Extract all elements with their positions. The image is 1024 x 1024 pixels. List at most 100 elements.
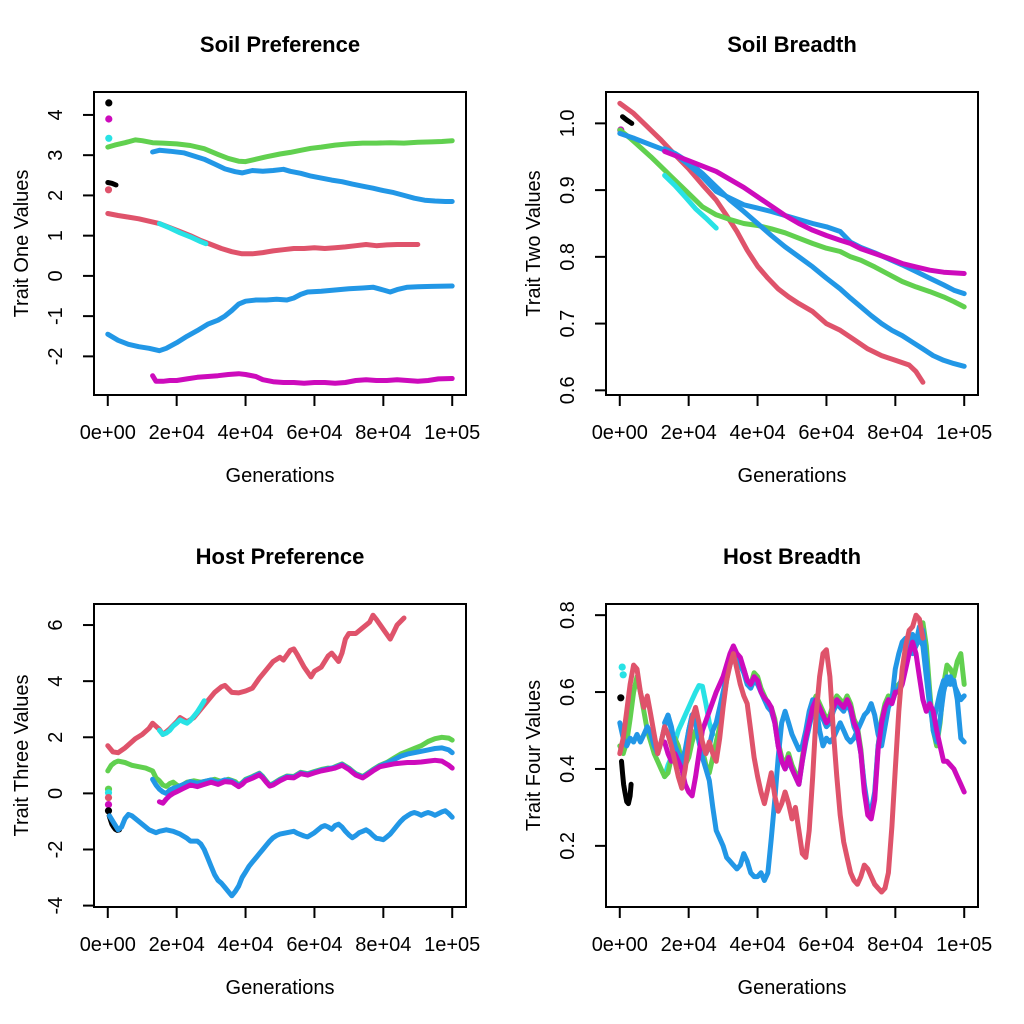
x-tick-label: 2e+04 <box>661 934 717 956</box>
y-tick-label: -2 <box>45 347 67 365</box>
plot-box <box>605 91 979 396</box>
y-tick-label: 0 <box>45 270 67 281</box>
chart-panel-host-preference: 0e+00 2e+04 4e+04 6e+04 8e+04 1e+05 -4 -2 0 2 4 6 Ho… <box>0 512 512 1024</box>
x-tick-label: 1e+05 <box>424 934 480 956</box>
x-tick-label: 4e+04 <box>729 934 785 956</box>
series-line-blue-upper-line <box>150 147 455 204</box>
x-tick-label: 0e+00 <box>80 422 136 444</box>
series-dot-cyan-start-dots <box>618 663 626 671</box>
y-axis-label: Trait Two Values <box>523 170 545 316</box>
series-line-cyan-segment <box>662 172 719 231</box>
series-line-magenta-line <box>150 371 455 386</box>
y-tick-label: 6 <box>45 619 67 630</box>
series-line-magenta-line <box>662 639 967 822</box>
x-tick-label: 8e+04 <box>355 422 411 444</box>
series-line-black-segment <box>619 758 634 807</box>
y-tick-label: 0.9 <box>557 176 579 204</box>
x-tick-label: 1e+05 <box>424 422 480 444</box>
x-tick-label: 8e+04 <box>867 422 923 444</box>
series-dot-black-start-dot <box>105 99 113 107</box>
series-line-magenta-line <box>662 148 967 276</box>
x-tick-label: 4e+04 <box>729 422 785 444</box>
x-tick-label: 2e+04 <box>661 422 717 444</box>
y-tick-label: -4 <box>45 897 67 915</box>
plot-soil-breadth: 0e+00 2e+04 4e+04 6e+04 8e+04 1e+05 0.6 0.7 0.8 0… <box>523 32 992 487</box>
x-tick-label: 6e+04 <box>798 422 854 444</box>
x-tick-label: 2e+04 <box>149 934 205 956</box>
series-line-green-line <box>105 137 455 165</box>
plot-host-preference: 0e+00 2e+04 4e+04 6e+04 8e+04 1e+05 -4 -2 0 2 4 6 Ho… <box>11 544 480 999</box>
series-line-blue-upper-line <box>617 130 967 297</box>
plot-title: Host Preference <box>196 544 365 569</box>
series-dot-magenta-start-dot <box>105 115 113 123</box>
plot-host-breadth: 0e+00 2e+04 4e+04 6e+04 8e+04 1e+05 0.2 0.4 0.6 0… <box>523 544 992 999</box>
x-axis-label: Generations <box>738 977 847 999</box>
series-dot-red-start-dot <box>104 794 113 802</box>
plot-title: Soil Preference <box>200 32 360 57</box>
x-tick-label: 6e+04 <box>286 934 342 956</box>
plot-title: Soil Breadth <box>727 32 857 57</box>
series-dot-cyan-start-dot <box>105 134 113 142</box>
x-tick-label: 1e+05 <box>936 934 992 956</box>
series-dot-black-start-dot <box>104 807 113 815</box>
series-line-cyan-segment <box>156 221 209 247</box>
plot-box <box>93 603 467 908</box>
series-line-green-line <box>617 127 967 310</box>
x-tick-label: 4e+04 <box>217 422 273 444</box>
series-line-blue-lower-line <box>105 283 455 354</box>
x-axis-label: Generations <box>226 465 335 487</box>
series-line-red-line <box>617 100 926 385</box>
y-tick-label: 0.7 <box>557 310 579 338</box>
series-line-black-segment <box>620 114 635 126</box>
x-tick-label: 0e+00 <box>80 934 136 956</box>
y-tick-label: 0.6 <box>557 678 579 706</box>
y-tick-label: 1 <box>45 230 67 241</box>
series-line-black-segment <box>105 180 119 188</box>
plot-title: Host Breadth <box>723 544 861 569</box>
series-line-blue-lower-line <box>107 808 455 899</box>
y-axis-label: Trait Four Values <box>523 680 545 831</box>
y-tick-label: -2 <box>45 841 67 859</box>
y-tick-label: 0.8 <box>557 601 579 629</box>
plot-box <box>93 91 467 396</box>
y-axis-label: Trait One Values <box>11 170 33 318</box>
series-line-red-line <box>105 612 407 756</box>
chart-panel-host-breadth: 0e+00 2e+04 4e+04 6e+04 8e+04 1e+05 0.2 0.4 0.6 0… <box>512 512 1024 1024</box>
y-tick-label: 2 <box>45 732 67 743</box>
x-axis-label: Generations <box>226 977 335 999</box>
chart-panel-soil-preference: 0e+00 2e+04 4e+04 6e+04 8e+04 1e+05 -2 -1 0 1 2 3 4 S… <box>0 0 512 512</box>
x-tick-label: 1e+05 <box>936 422 992 444</box>
x-tick-label: 2e+04 <box>149 422 205 444</box>
y-tick-label: 4 <box>45 676 67 687</box>
series-dot-red-start-dot <box>104 186 113 194</box>
y-tick-label: 1.0 <box>557 109 579 137</box>
y-tick-label: -1 <box>45 307 67 325</box>
x-tick-label: 4e+04 <box>217 934 273 956</box>
y-tick-label: 0 <box>45 788 67 799</box>
y-tick-label: 0.2 <box>557 832 579 860</box>
y-tick-label: 0.4 <box>557 755 579 783</box>
x-tick-label: 8e+04 <box>867 934 923 956</box>
series-dot-black-start-dot <box>617 694 625 702</box>
y-tick-label: 0.6 <box>557 376 579 404</box>
series-dot-cyan-start-dots <box>619 671 627 679</box>
y-tick-label: 0.8 <box>557 243 579 271</box>
series-line-blue-lower-line <box>662 146 967 369</box>
x-tick-label: 6e+04 <box>798 934 854 956</box>
x-axis-label: Generations <box>738 465 847 487</box>
series-line-red-line <box>617 612 926 895</box>
series-line-red-line <box>105 211 421 257</box>
x-tick-label: 0e+00 <box>592 422 648 444</box>
y-tick-label: 2 <box>45 190 67 201</box>
y-axis-label: Trait Three Values <box>11 675 33 837</box>
series-dot-magenta-start-dot <box>104 801 113 809</box>
y-tick-label: 3 <box>45 150 67 161</box>
plot-soil-preference: 0e+00 2e+04 4e+04 6e+04 8e+04 1e+05 -2 -1 0 1 2 3 4 S… <box>11 32 480 487</box>
plot-box <box>605 603 979 908</box>
chart-panel-soil-breadth: 0e+00 2e+04 4e+04 6e+04 8e+04 1e+05 0.6 0.7 0.8 0… <box>512 0 1024 512</box>
x-tick-label: 6e+04 <box>286 422 342 444</box>
series-line-cyan-segment <box>156 698 207 737</box>
series-line-magenta-line <box>156 757 455 806</box>
